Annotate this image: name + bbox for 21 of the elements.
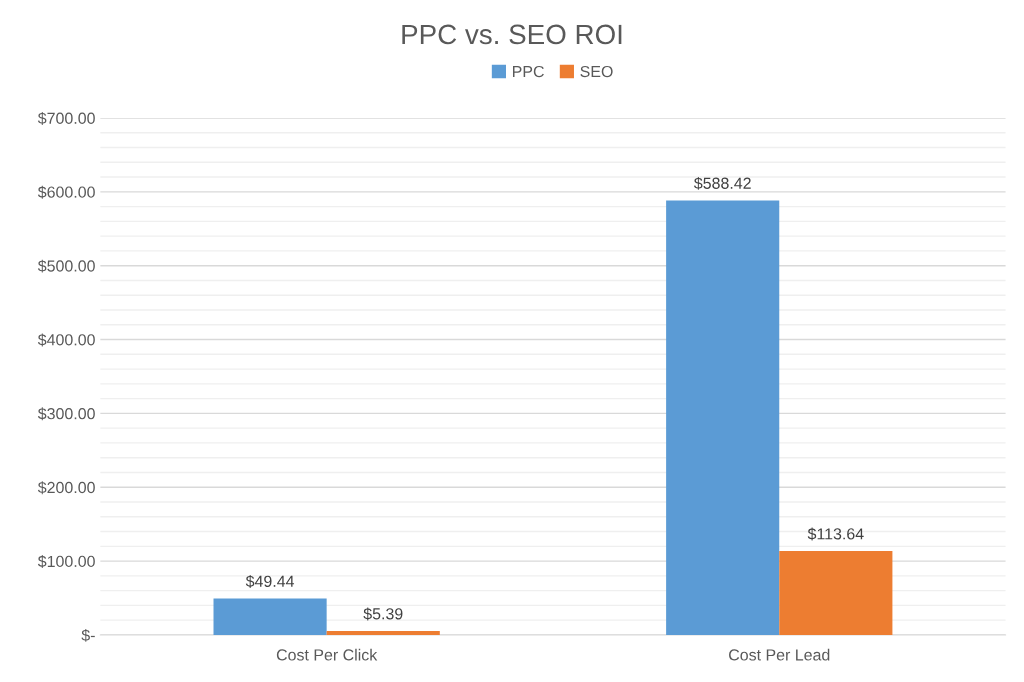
bar <box>213 598 327 635</box>
data-label: $5.39 <box>363 607 403 621</box>
y-tick-label: $300.00 <box>37 407 95 421</box>
y-tick-label: $- <box>81 628 95 642</box>
bar <box>666 200 780 635</box>
y-tick-label: $700.00 <box>37 111 95 125</box>
y-tick-label: $600.00 <box>37 185 95 199</box>
x-tick-label: Cost Per Lead <box>729 648 830 661</box>
bar <box>326 630 440 635</box>
legend-label: SEO <box>580 65 613 78</box>
data-label: $49.44 <box>245 574 295 588</box>
chart-title: PPC vs. SEO ROI <box>402 24 622 45</box>
bar <box>779 551 893 635</box>
y-tick-label: $100.00 <box>37 555 95 568</box>
y-tick-label: $200.00 <box>37 481 95 495</box>
legend-label: PPC <box>513 65 544 78</box>
data-label: $113.64 <box>807 527 864 541</box>
y-tick-label: $500.00 <box>37 259 95 273</box>
data-label: $588.42 <box>694 176 751 190</box>
y-tick-label: $400.00 <box>37 333 95 347</box>
x-tick-label: Cost Per Click <box>276 648 378 661</box>
